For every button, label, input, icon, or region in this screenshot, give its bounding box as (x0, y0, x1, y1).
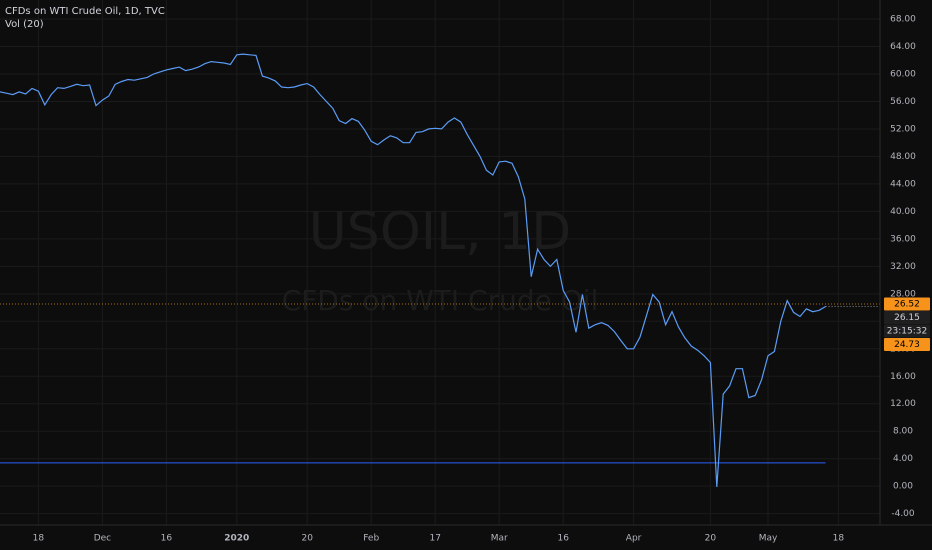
y-tick-label: 60.00 (890, 69, 916, 79)
price-label-box (884, 297, 930, 311)
y-tick-label: 40.00 (890, 207, 916, 217)
price-label-box (884, 324, 930, 338)
price-label-box (884, 310, 930, 324)
y-tick-label: 8.00 (893, 427, 913, 437)
y-tick-label: 36.00 (890, 234, 916, 244)
axes: 68.00 64.00 60.00 56.00 52.00 48.00 44.00 40.00… (33, 15, 930, 544)
x-tick-label: 17 (429, 534, 440, 544)
price-label: 23:15:32 (887, 326, 927, 336)
y-tick-label: 48.00 (890, 152, 916, 162)
y-tick-label: 28.00 (890, 289, 916, 299)
y-tick-label: 12.00 (890, 399, 916, 409)
y-tick-label: 68.00 (890, 15, 916, 25)
y-tick-label: 64.00 (890, 42, 916, 52)
price-label: 26.15 (894, 313, 920, 323)
y-tick-label: 16.00 (890, 372, 916, 382)
indicator-label: Vol (20) (5, 19, 44, 30)
x-tick-label: 20 (705, 534, 717, 544)
x-tick-label: May (759, 534, 778, 544)
y-tick-label: 4.00 (893, 454, 913, 464)
x-tick-label: Dec (94, 534, 111, 544)
y-tick-label: 0.00 (893, 482, 913, 492)
x-tick-label: 18 (33, 534, 45, 544)
y-tick-label: 32.00 (890, 262, 916, 272)
x-tick-label: 20 (301, 534, 313, 544)
watermark-subtitle: CFDs on WTI Crude Oil (282, 284, 599, 317)
y-tick-label: 44.00 (890, 179, 916, 189)
x-tick-label: 16 (557, 534, 569, 544)
x-tick-label: 18 (833, 534, 845, 544)
price-label: 26.52 (894, 299, 920, 309)
x-tick-label: Feb (363, 534, 379, 544)
price-label: 24.73 (894, 340, 920, 350)
x-tick-label: 2020 (224, 534, 249, 544)
price-line (0, 53, 826, 487)
y-tick-label: 52.00 (890, 124, 916, 134)
price-label-box (884, 337, 930, 351)
watermark: USOIL, 1D (309, 202, 572, 262)
plot (0, 53, 880, 487)
y-tick-label: 56.00 (890, 97, 916, 107)
x-tick-label: Mar (491, 534, 508, 544)
y-tick-label: -4.00 (891, 509, 915, 519)
chart-title: CFDs on WTI Crude Oil, 1D, TVC (5, 6, 165, 17)
x-tick-label: Apr (626, 534, 642, 544)
x-tick-label: 16 (161, 534, 173, 544)
